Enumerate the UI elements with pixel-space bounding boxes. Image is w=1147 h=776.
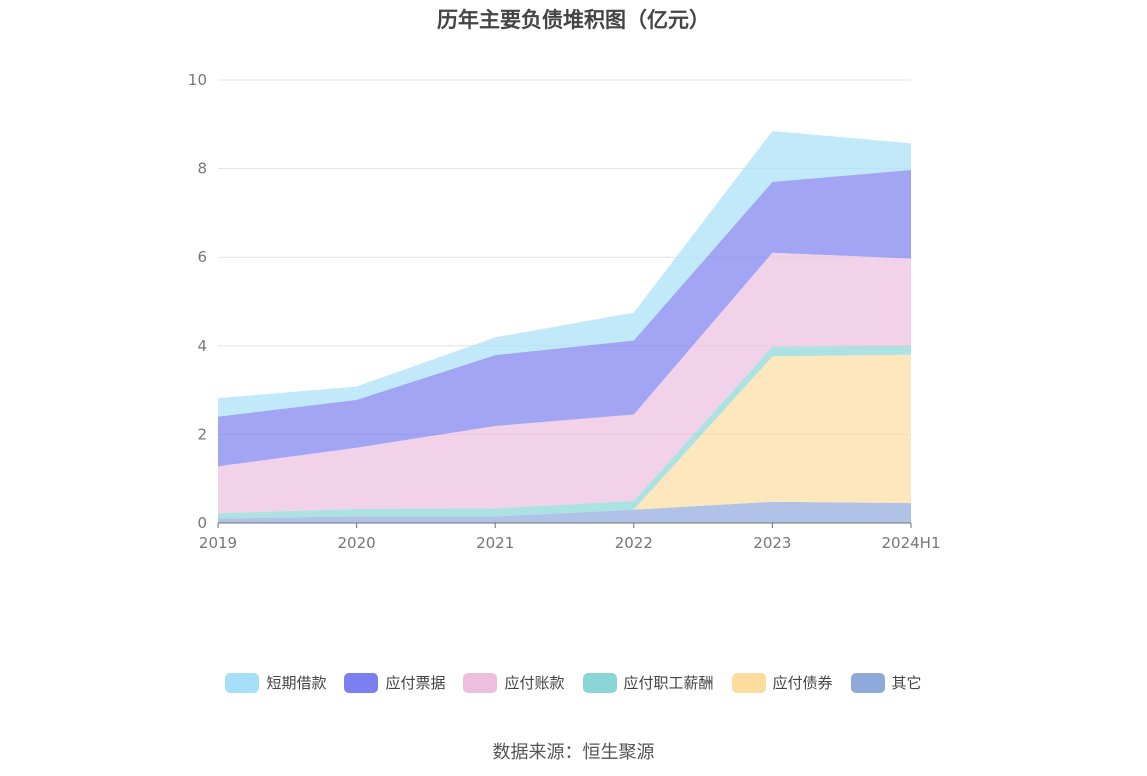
legend-label: 其它: [891, 674, 922, 692]
legend: 短期借款 应付票据 应付账款 应付职工薪酬 应付债券 其它: [0, 672, 1147, 693]
stacked-area-chart: 0 2 4 6 8 10 2019 2020 2021 2022 2023 2024H1: [188, 71, 941, 552]
legend-item[interactable]: 应付职工薪酬: [582, 672, 714, 693]
y-tick-label: 8: [197, 160, 207, 178]
legend-item[interactable]: 短期借款: [225, 672, 326, 693]
area-短期借款: [218, 130, 911, 417]
legend-label: 应付票据: [385, 674, 446, 692]
y-tick-label: 0: [197, 514, 207, 532]
area-应付债券: [218, 354, 911, 519]
legend-item[interactable]: 应付债券: [731, 672, 833, 693]
legend-swatch: [463, 672, 498, 693]
legend-item[interactable]: 应付账款: [463, 672, 565, 693]
legend-swatch: [582, 672, 617, 693]
legend-label: 应付账款: [504, 674, 565, 692]
axes: 0 2 4 6 8 10 2019 2020 2021 2022 2023 2024H1: [188, 71, 941, 552]
area-series: [218, 130, 911, 523]
legend-label: 短期借款: [266, 674, 327, 692]
area-其它: [218, 501, 911, 523]
legend-item[interactable]: 应付票据: [344, 672, 445, 693]
y-tick-label: 6: [197, 248, 207, 266]
data-source: 数据来源：恒生聚源: [492, 742, 655, 763]
y-tick-label: 4: [197, 337, 207, 355]
legend-swatch: [344, 672, 379, 693]
x-tick-label: 2022: [615, 534, 653, 552]
legend-swatch: [731, 672, 766, 693]
legend-label: 应付职工薪酬: [623, 674, 714, 692]
area-应付票据: [218, 169, 911, 467]
x-tick-label: 2019: [199, 534, 237, 552]
legend-swatch: [225, 672, 260, 693]
area-应付职工薪酬: [218, 345, 911, 519]
area-应付账款: [218, 252, 911, 514]
x-tick-label: 2024H1: [882, 534, 941, 552]
x-tick-label: 2020: [338, 534, 376, 552]
legend-swatch: [850, 672, 885, 693]
x-tick-label: 2021: [476, 534, 514, 552]
x-tick-label: 2023: [753, 534, 791, 552]
y-tick-label: 2: [197, 425, 207, 443]
legend-label: 应付债券: [772, 674, 833, 692]
y-tick-label: 10: [188, 71, 207, 89]
legend-item[interactable]: 其它: [850, 672, 922, 693]
chart-title: 历年主要负债堆积图（亿元）: [437, 8, 710, 32]
